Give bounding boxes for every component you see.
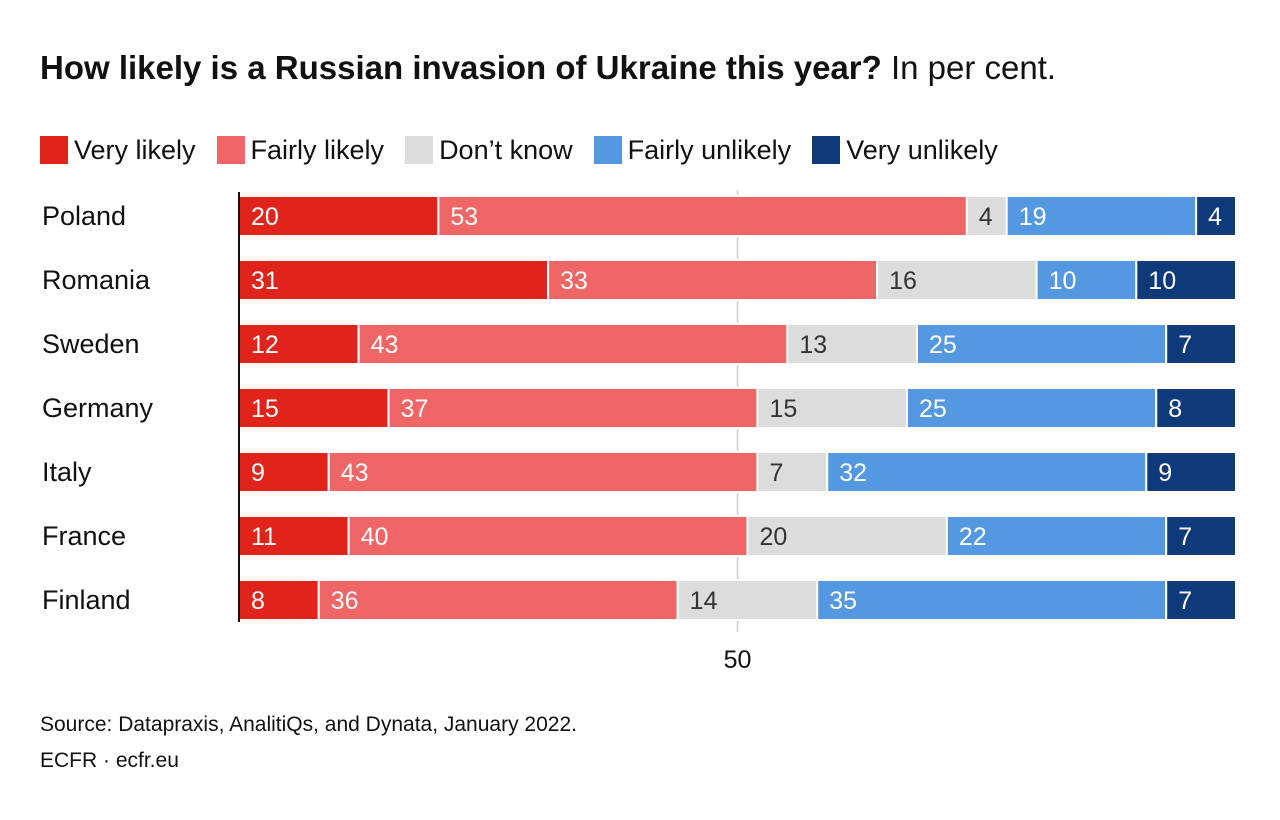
legend-label: Very unlikely [846, 134, 998, 165]
bar-segment-fairly-unlikely [905, 387, 1158, 429]
legend-swatch [812, 136, 841, 164]
data-label: 33 [560, 267, 588, 295]
data-label: 4 [1208, 203, 1222, 231]
data-label: 43 [371, 331, 399, 359]
data-label: 43 [341, 459, 369, 487]
legend-label: Very likely [74, 134, 196, 165]
bar-segment-very-unlikely [1195, 195, 1237, 237]
data-label: 40 [361, 523, 389, 551]
bar-segment-fairly-unlikely [915, 323, 1168, 365]
data-label: 53 [450, 203, 478, 231]
category-label: Sweden [42, 329, 140, 359]
bar-segment-don-t-know [786, 323, 918, 365]
data-label: 14 [690, 587, 718, 615]
bar-segment-very-likely [238, 195, 440, 237]
data-label: 37 [401, 395, 429, 423]
legend-item-fairly-unlikely: Fairly unlikely [593, 134, 792, 166]
data-label: 31 [251, 267, 279, 295]
bar-segment-fairly-likely [317, 579, 679, 621]
data-label: 25 [919, 395, 947, 423]
data-label: 8 [1168, 395, 1182, 423]
data-label: 20 [759, 523, 787, 551]
data-label: 7 [769, 459, 783, 487]
bar-segment-fairly-likely [547, 259, 879, 301]
bar-segment-very-unlikely [1165, 579, 1237, 621]
bar-segment-very-likely [238, 451, 330, 493]
data-label: 9 [1158, 459, 1172, 487]
legend-swatch [40, 136, 68, 164]
category-label: France [42, 521, 126, 551]
legend-label: Fairly likely [250, 134, 385, 165]
data-label: 9 [251, 459, 265, 487]
data-label: 32 [839, 459, 867, 487]
category-label: Italy [42, 457, 92, 487]
data-label: 10 [1148, 267, 1176, 295]
bar-segment-very-unlikely [1165, 515, 1237, 557]
legend: Very likely Fairly likely Don’t know Fai… [40, 130, 1019, 170]
bar-segment-very-likely [238, 259, 550, 301]
bar-segment-fairly-likely [327, 451, 759, 493]
data-label: 25 [929, 331, 957, 359]
data-label: 10 [1049, 267, 1077, 295]
data-label: 13 [799, 331, 827, 359]
legend-label: Don’t know [439, 134, 573, 165]
data-label: 11 [251, 523, 277, 551]
bar-segment-very-unlikely [1145, 451, 1238, 493]
bar-segment-fairly-likely [347, 515, 749, 557]
data-label: 36 [331, 587, 359, 615]
data-label: 15 [769, 395, 797, 423]
chart-title: How likely is a Russian invasion of Ukra… [40, 44, 1056, 92]
bar-segment-fairly-unlikely [816, 579, 1168, 621]
data-label: 12 [251, 331, 279, 359]
legend-item-fairly-likely: Fairly likely [216, 134, 385, 166]
bar-segment-don-t-know [676, 579, 819, 621]
legend-label: Fairly unlikely [627, 134, 792, 165]
legend-swatch [216, 136, 245, 164]
data-label: 7 [1178, 523, 1192, 551]
bar-segment-very-unlikely [1135, 259, 1238, 301]
data-label: 7 [1178, 331, 1192, 359]
category-label: Poland [42, 201, 126, 231]
bar-segment-very-unlikely [1165, 323, 1237, 365]
bar-segment-fairly-unlikely [1035, 259, 1138, 301]
bar-segment-fairly-likely [387, 387, 759, 429]
legend-item-very-unlikely: Very unlikely [812, 135, 998, 166]
data-label: 19 [1019, 203, 1047, 231]
chart-title-main: How likely is a Russian invasion of Ukra… [40, 49, 882, 86]
x-tick-label: 50 [724, 646, 752, 674]
category-label: Finland [42, 585, 131, 615]
publisher-credit: ECFR · ecfr.eu [40, 749, 179, 772]
data-label: 4 [979, 203, 993, 231]
bar-segment-don-t-know [876, 259, 1038, 301]
bar-segment-very-unlikely [1155, 387, 1237, 429]
legend-item-very-likely: Very likely [40, 135, 196, 166]
bar-segment-fairly-likely [357, 323, 789, 365]
chart-title-unit: In per cent. [890, 49, 1057, 86]
data-label: 35 [829, 587, 857, 615]
category-label: Romania [42, 265, 151, 295]
legend-swatch [405, 136, 434, 164]
bar-segment-fairly-unlikely [826, 451, 1148, 493]
bar-segment-don-t-know [756, 387, 908, 429]
legend-swatch [593, 136, 622, 164]
bar-segment-very-likely [238, 323, 360, 365]
bar-segment-don-t-know [746, 515, 948, 557]
source-note: Source: Datapraxis, AnalitiQs, and Dynat… [40, 713, 577, 736]
bar-segment-don-t-know [756, 451, 829, 493]
legend-item-dont-know: Don’t know [405, 135, 573, 166]
data-label: 7 [1178, 587, 1192, 615]
data-label: 20 [251, 203, 279, 231]
data-label: 16 [889, 267, 917, 295]
data-label: 22 [959, 523, 987, 551]
data-label: 8 [251, 587, 265, 615]
bar-segment-fairly-likely [437, 195, 968, 237]
data-label: 15 [251, 395, 279, 423]
bar-segment-fairly-unlikely [1005, 195, 1198, 237]
category-label: Germany [42, 393, 154, 423]
stacked-bar-chart: 50 Poland 20 53 4 19 4 Romania 31 33 16 10 10 Sweden 1… [42, 190, 1238, 674]
